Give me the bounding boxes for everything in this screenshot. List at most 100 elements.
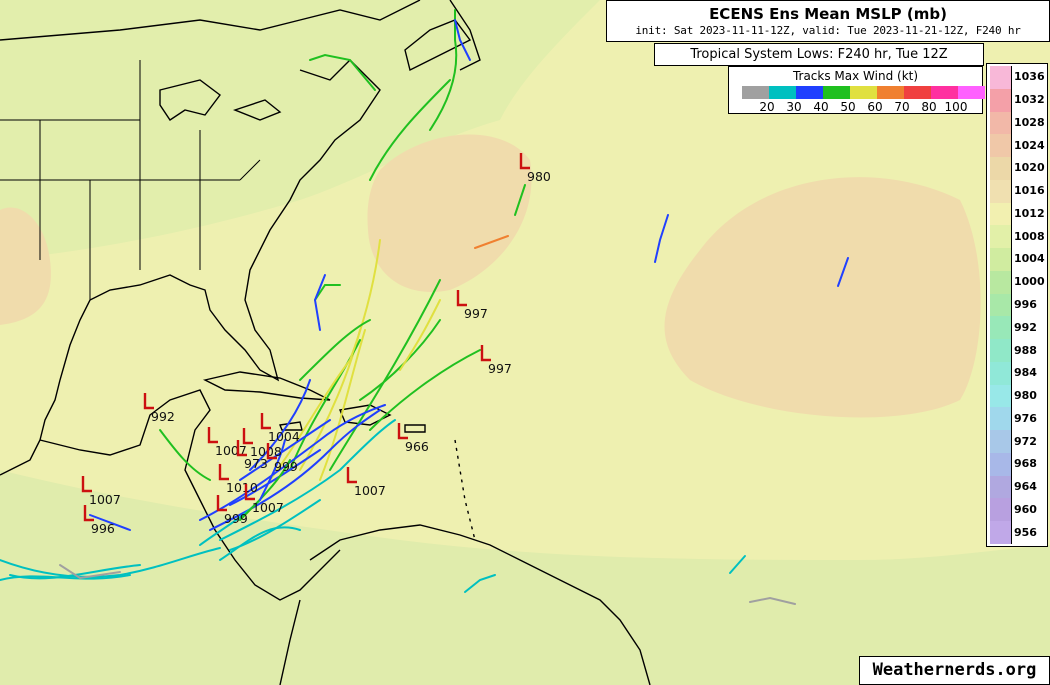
- colorbar-cell: [990, 430, 1011, 453]
- track: [369, 349, 481, 431]
- low-pressure-label: 999: [274, 459, 298, 474]
- low-marker: [143, 393, 154, 410]
- track: [399, 299, 441, 371]
- colorbar-level-label: 984: [1014, 366, 1037, 380]
- colorbar-cell: [990, 202, 1011, 226]
- low-pressure-label: 999: [224, 511, 248, 526]
- coast-cuba: [202, 371, 331, 401]
- track: [219, 419, 396, 541]
- pressure-field-north: [0, 0, 600, 260]
- colorbar-cell: [990, 134, 1011, 157]
- track-legend-label: 30: [786, 100, 802, 114]
- track: [209, 409, 381, 531]
- title-panel: ECENS Ens Mean MSLP (mb) init: Sat 2023-…: [606, 0, 1050, 42]
- low-marker: [236, 440, 247, 457]
- track-legend-swatch: [742, 86, 769, 99]
- track-legend-swatch: [823, 86, 850, 99]
- track-legend-swatch: [877, 86, 904, 99]
- colorbar-cell: [990, 407, 1011, 430]
- track: [309, 53, 376, 91]
- low-marker: [266, 443, 277, 460]
- track: [314, 284, 341, 301]
- track: [59, 564, 121, 580]
- low-marker: [456, 290, 467, 307]
- colorbar-strip: [990, 66, 1012, 544]
- lows-label: Tropical System Lows: F240 hr, Tue 12Z: [690, 47, 948, 62]
- credit-watermark: Weathernerds.org: [859, 656, 1050, 685]
- low-pressure-label: 997: [464, 306, 488, 321]
- track: [729, 555, 746, 574]
- track-legend-label: 60: [867, 100, 883, 114]
- track: [654, 214, 669, 263]
- colorbar-cell: [990, 452, 1011, 476]
- colorbar-cell: [990, 157, 1011, 180]
- state-borders: [0, 60, 261, 300]
- track: [464, 574, 496, 593]
- track-legend: Tracks Max Wind (kt) 20 30 40 50 60 70 80 100: [728, 66, 985, 114]
- track: [249, 379, 311, 471]
- track: [229, 449, 321, 506]
- track-legend-swatches: [742, 86, 985, 99]
- track-legend-swatch: [904, 86, 931, 99]
- low-marker: [519, 153, 530, 170]
- low-pressure-label: 992: [151, 409, 175, 424]
- low-pressure-label: 1007: [252, 500, 284, 515]
- track: [199, 404, 386, 521]
- coast-lesser-antilles: [454, 439, 476, 541]
- low-marker: [397, 423, 408, 440]
- colorbar-cell: [990, 316, 1011, 339]
- track-legend-swatch: [931, 86, 958, 99]
- high-center-atlantic-east: [664, 177, 981, 418]
- coast-south-america: [279, 524, 651, 685]
- colorbar-level-label: 1000: [1014, 275, 1045, 289]
- lake-erie: [232, 99, 282, 121]
- colorbar-level-label: 988: [1014, 343, 1037, 357]
- colorbar-level-label: 956: [1014, 525, 1037, 539]
- low-pressure-label: 1007: [354, 483, 386, 498]
- low-marker: [81, 476, 92, 493]
- colorbar-cell: [990, 66, 1011, 89]
- colorbar-level-label: 1016: [1014, 184, 1045, 198]
- track: [219, 526, 301, 561]
- track: [0, 547, 221, 578]
- track: [429, 9, 458, 131]
- coast-newfoundland: [449, 0, 481, 71]
- low-pressure-label: 980: [527, 169, 551, 184]
- track: [0, 574, 131, 581]
- track: [474, 235, 509, 249]
- track: [313, 274, 326, 331]
- track-legend-label: 80: [921, 100, 937, 114]
- colorbar-level-label: 960: [1014, 502, 1037, 516]
- low-pressure-label: 1008: [250, 444, 282, 459]
- colorbar-level-label: 972: [1014, 434, 1037, 448]
- colorbar-level-label: 964: [1014, 480, 1037, 494]
- low-marker: [260, 413, 271, 430]
- colorbar-level-label: 1012: [1014, 206, 1045, 220]
- track: [319, 329, 366, 481]
- colorbar-cell: [990, 521, 1011, 544]
- low-marker: [218, 464, 229, 481]
- low-pressure-label: 1004: [268, 429, 300, 444]
- low-marker: [480, 345, 491, 362]
- colorbar-level-label: 968: [1014, 457, 1037, 471]
- low-marker: [216, 495, 227, 512]
- low-pressure-label: 997: [488, 361, 512, 376]
- track-legend-label: 40: [813, 100, 829, 114]
- low-marker: [346, 467, 357, 484]
- colorbar-level-label: 1004: [1014, 252, 1045, 266]
- colorbar-cell: [990, 225, 1011, 248]
- high-center-west: [0, 207, 51, 325]
- colorbar-level-label: 1032: [1014, 93, 1045, 107]
- low-marker: [242, 428, 253, 445]
- low-pressure-label: 966: [405, 439, 429, 454]
- low-pressure-label: 1010: [226, 480, 258, 495]
- low-marker: [207, 427, 218, 444]
- colorbar-labels: 1036 1032 1028 1024 1020 1016 1012 1008 1004 1000…: [1014, 64, 1048, 544]
- track-legend-label: 100: [944, 100, 968, 114]
- track: [369, 79, 451, 181]
- coast-puerto-rico: [404, 424, 426, 433]
- track-legend-swatch: [850, 86, 877, 99]
- track-legend-label: 20: [759, 100, 775, 114]
